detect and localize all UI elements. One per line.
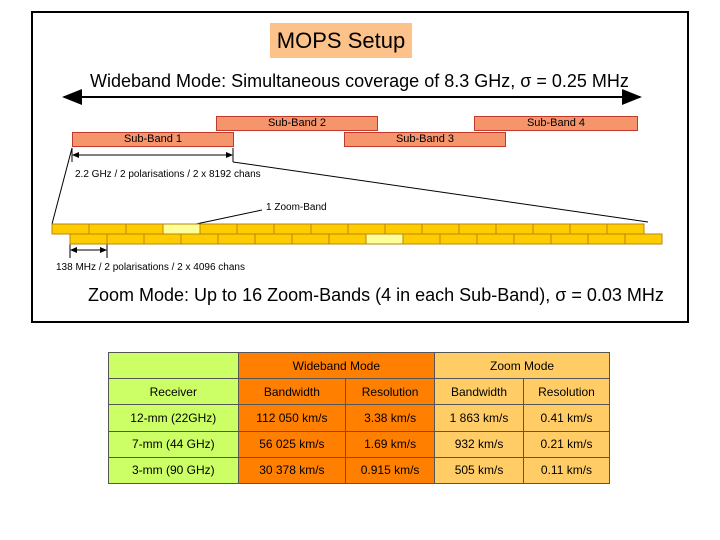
zoom-band-segment	[495, 223, 534, 235]
header-zoom-resolution: Resolution	[523, 378, 610, 406]
zoom-band-segment	[513, 233, 552, 245]
zoom-band-segment	[69, 233, 108, 245]
zoom-band-segment	[143, 233, 182, 245]
cell-zoom-resolution: 0.11 km/s	[523, 456, 610, 485]
zoom-band-segment	[347, 223, 386, 235]
zoom-band-segment	[106, 233, 145, 245]
cell-wideband-resolution: 3.38 km/s	[345, 404, 436, 432]
zoom-band-segment	[125, 223, 164, 235]
zoom-band-segment	[384, 223, 423, 235]
zoom-band-segment	[88, 223, 127, 235]
cell-wideband-resolution: 0.915 km/s	[345, 456, 436, 485]
sub-band-2: Sub-Band 2	[216, 116, 378, 131]
group-header-zoom: Zoom Mode	[434, 351, 610, 380]
wideband-mode-title: Wideband Mode: Simultaneous coverage of …	[90, 71, 629, 91]
zoom-band-segment	[162, 223, 201, 235]
table-corner-cell	[108, 351, 239, 380]
table-row: 3-mm (90 GHz) 30 378 km/s 0.915 km/s 505…	[108, 456, 610, 485]
zoom-band-segment	[587, 233, 626, 245]
header-wideband-bandwidth: Bandwidth	[237, 378, 347, 406]
cell-receiver: 3-mm (90 GHz)	[108, 456, 239, 485]
zoom-band-row-top	[51, 223, 645, 235]
zoom-band-segment	[569, 223, 608, 235]
cell-wideband-bandwidth: 30 378 km/s	[237, 456, 347, 485]
zoom-band-segment	[254, 233, 293, 245]
header-zoom-bandwidth: Bandwidth	[434, 378, 524, 406]
zoom-band-row-bottom	[69, 233, 663, 245]
zoom-band-segment	[180, 233, 219, 245]
zoom-band-segment	[402, 233, 441, 245]
zoom-band-segment	[273, 223, 312, 235]
zoom-band-segment	[532, 223, 571, 235]
cell-zoom-bandwidth: 932 km/s	[434, 430, 524, 458]
page-title: MOPS Setup	[270, 23, 412, 58]
zoom-band-segment	[458, 223, 497, 235]
subband-annotation: 2.2 GHz / 2 polarisations / 2 x 8192 cha…	[75, 169, 261, 180]
zoom-band-segment	[421, 223, 460, 235]
group-header-wideband: Wideband Mode	[237, 351, 436, 380]
zoomband-annotation: 138 MHz / 2 polarisations / 2 x 4096 cha…	[56, 262, 245, 273]
cell-wideband-resolution: 1.69 km/s	[345, 430, 436, 458]
zoom-band-segment	[624, 233, 663, 245]
cell-wideband-bandwidth: 56 025 km/s	[237, 430, 347, 458]
expansion-line-left	[51, 147, 73, 225]
cell-zoom-bandwidth: 505 km/s	[434, 456, 524, 485]
mops-table: Wideband Mode Zoom Mode Receiver Bandwid…	[108, 351, 610, 485]
cell-receiver: 12-mm (22GHz)	[108, 404, 239, 432]
zoom-band-segment	[310, 223, 349, 235]
cell-wideband-bandwidth: 112 050 km/s	[237, 404, 347, 432]
header-wideband-resolution: Resolution	[345, 378, 436, 406]
table-row: 7-mm (44 GHz) 56 025 km/s 1.69 km/s 932 …	[108, 430, 610, 458]
zoom-band-segment	[550, 233, 589, 245]
sub-band-4: Sub-Band 4	[474, 116, 638, 131]
diagram-frame	[31, 11, 689, 323]
zoom-band-segment	[328, 233, 367, 245]
cell-zoom-bandwidth: 1 863 km/s	[434, 404, 524, 432]
zoom-band-segment	[439, 233, 478, 245]
zoom-mode-title: Zoom Mode: Up to 16 Zoom-Bands (4 in eac…	[88, 285, 664, 305]
sub-band-3: Sub-Band 3	[344, 132, 506, 147]
sub-band-1: Sub-Band 1	[72, 132, 234, 147]
table-column-header-row: Receiver Bandwidth Resolution Bandwidth …	[108, 378, 610, 406]
zoom-band-segment	[291, 233, 330, 245]
cell-receiver: 7-mm (44 GHz)	[108, 430, 239, 458]
zoom-band-segment	[365, 233, 404, 245]
header-receiver: Receiver	[108, 378, 239, 406]
zoomband-label: 1 Zoom-Band	[266, 202, 327, 213]
zoom-band-segment	[236, 223, 275, 235]
table-group-header-row: Wideband Mode Zoom Mode	[108, 351, 610, 380]
expansion-line-right	[232, 161, 649, 223]
zoom-band-segment	[476, 233, 515, 245]
cell-zoom-resolution: 0.41 km/s	[523, 404, 610, 432]
zoom-band-segment	[51, 223, 90, 235]
zoom-band-segment	[199, 223, 238, 235]
cell-zoom-resolution: 0.21 km/s	[523, 430, 610, 458]
table-row: 12-mm (22GHz) 112 050 km/s 3.38 km/s 1 8…	[108, 404, 610, 432]
zoom-band-segment	[217, 233, 256, 245]
zoom-band-segment	[606, 223, 645, 235]
